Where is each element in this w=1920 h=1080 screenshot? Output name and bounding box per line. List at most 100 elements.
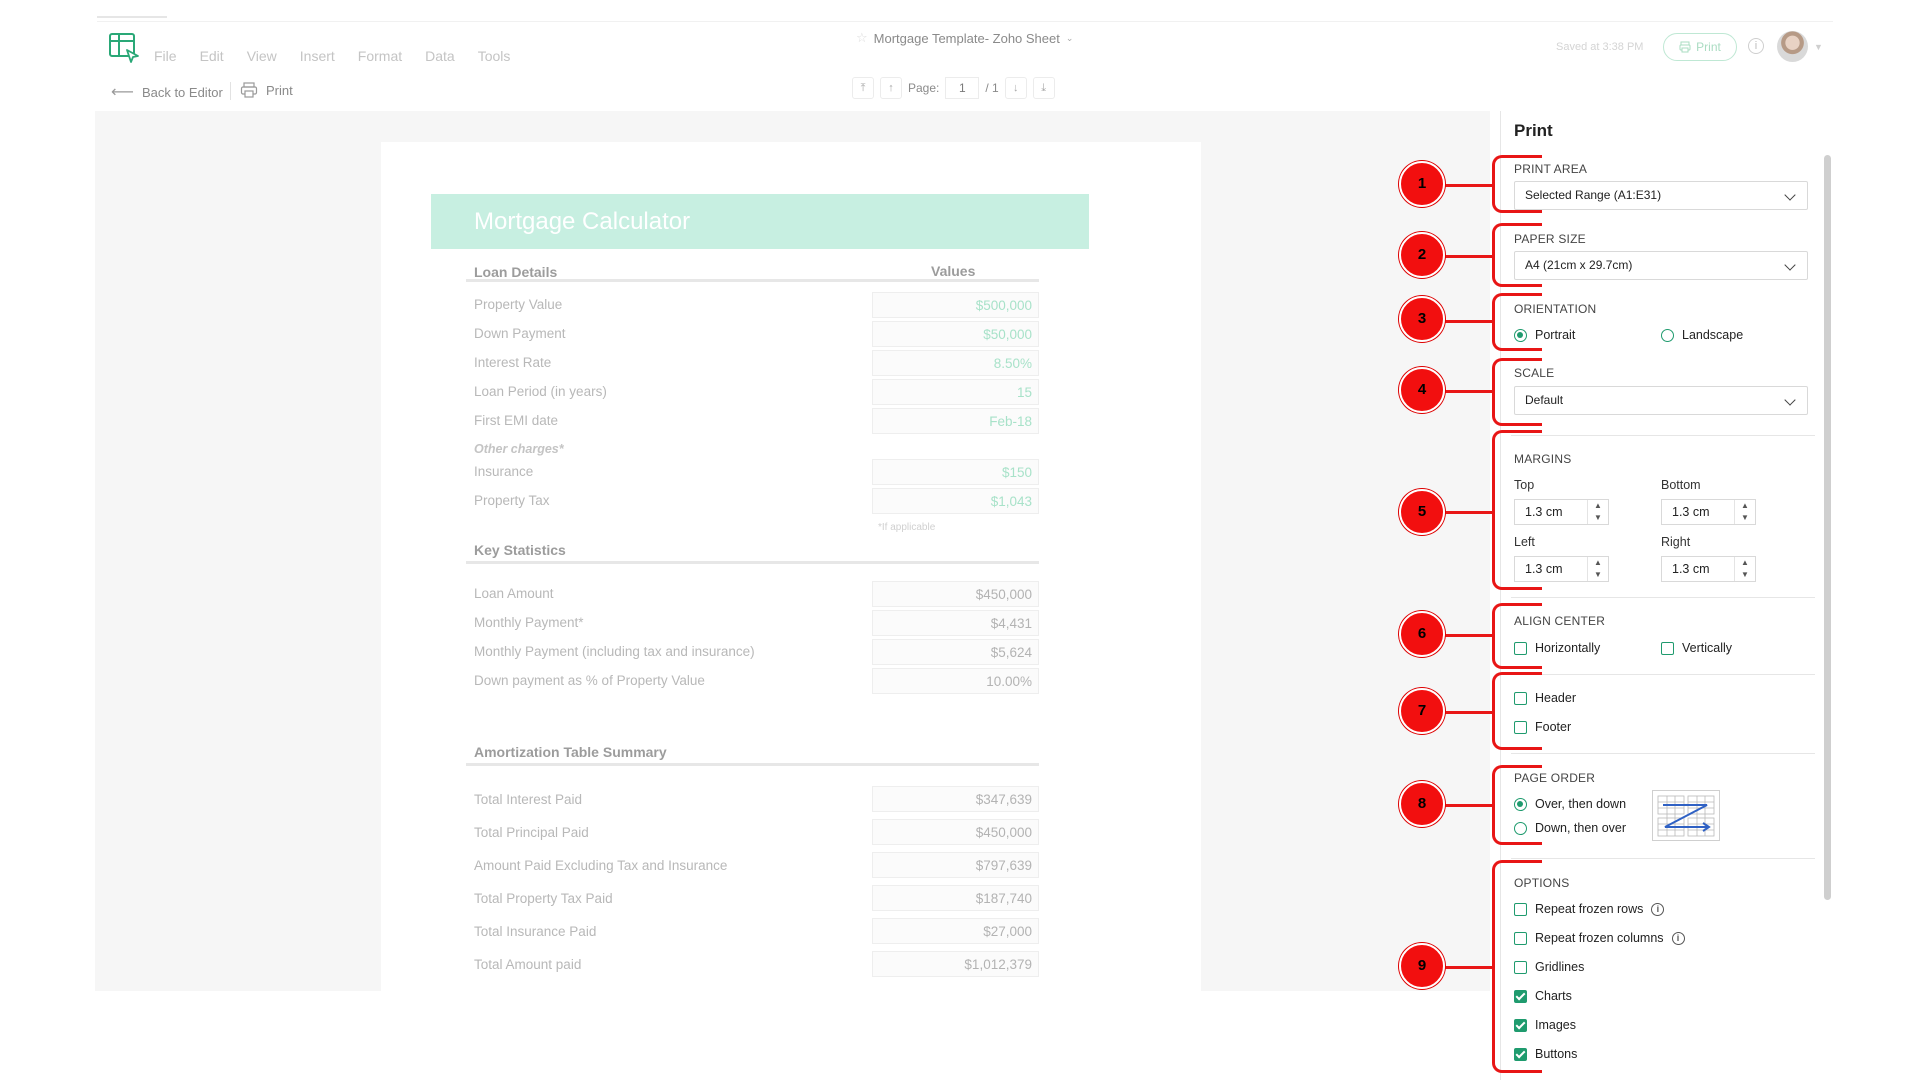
back-to-editor-link[interactable]: ⟵ Back to Editor — [111, 82, 223, 102]
back-to-editor-label: Back to Editor — [141, 84, 223, 100]
print-button-header[interactable]: Print — [1663, 33, 1737, 61]
panel-scrollbar[interactable] — [1824, 155, 1831, 900]
radio-selected-icon[interactable] — [1514, 328, 1527, 342]
panel-title: Print — [1514, 121, 1553, 140]
page-order-down-option[interactable]: Down, then over — [1514, 821, 1626, 835]
document-title[interactable]: ☆ Mortgage Template- Zoho Sheet ⌄ — [856, 30, 1073, 46]
paper-size-label: PAPER SIZE — [1514, 232, 1586, 246]
radio-icon[interactable] — [1661, 328, 1674, 342]
orientation-portrait-option[interactable]: Portrait — [1514, 328, 1575, 342]
chevron-down-icon[interactable]: ▼ — [1587, 512, 1608, 524]
info-icon[interactable]: i — [1671, 931, 1685, 945]
option-images[interactable]: Images — [1514, 1018, 1576, 1032]
chevron-up-icon[interactable]: ▲ — [1587, 557, 1608, 569]
row-value: 10.00% — [872, 668, 1039, 694]
menu-format[interactable]: Format — [357, 48, 403, 64]
annotation-bracket — [1492, 430, 1542, 590]
page-label: Page: — [908, 81, 940, 95]
checkbox-checked-icon[interactable] — [1514, 989, 1527, 1003]
row-label: Monthly Payment (including tax and insur… — [474, 644, 755, 659]
menu-edit[interactable]: Edit — [199, 48, 224, 64]
row-value: $27,000 — [872, 918, 1039, 944]
prev-page-icon[interactable]: ↑ — [880, 77, 902, 99]
checkbox-icon[interactable] — [1661, 641, 1674, 655]
annotation-bracket — [1492, 223, 1542, 287]
margin-left-label: Left — [1514, 535, 1535, 549]
radio-icon[interactable] — [1514, 821, 1527, 835]
radio-selected-icon[interactable] — [1514, 797, 1527, 811]
scale-select[interactable]: Default — [1514, 386, 1808, 415]
option-buttons[interactable]: Buttons — [1514, 1047, 1577, 1061]
checkbox-icon[interactable] — [1514, 902, 1527, 916]
checkbox-icon[interactable] — [1514, 931, 1527, 945]
last-page-icon[interactable]: ⤓ — [1032, 77, 1055, 99]
paper-size-select[interactable]: A4 (21cm x 29.7cm) — [1514, 251, 1808, 280]
row-label: Interest Rate — [474, 355, 552, 370]
row-label: Insurance — [474, 464, 534, 479]
section-separator — [1511, 753, 1815, 754]
info-icon[interactable]: i — [1651, 902, 1665, 916]
star-icon[interactable]: ☆ — [856, 30, 868, 45]
align-horizontally-option[interactable]: Horizontally — [1514, 641, 1600, 655]
option-label: Repeat frozen columns — [1535, 931, 1664, 945]
option-repeat-frozen-rows[interactable]: Repeat frozen rows i — [1514, 902, 1665, 916]
avatar[interactable] — [1777, 31, 1808, 62]
annotation-bracket — [1492, 603, 1542, 669]
menu-view[interactable]: View — [246, 48, 277, 64]
info-icon[interactable]: i — [1748, 38, 1764, 54]
chevron-up-icon[interactable]: ▲ — [1734, 500, 1755, 512]
sheet-title-banner: Mortgage Calculator — [431, 194, 1089, 249]
checkbox-checked-icon[interactable] — [1514, 1047, 1527, 1061]
menu-file[interactable]: File — [154, 48, 177, 64]
align-vertically-option[interactable]: Vertically — [1661, 641, 1732, 655]
header-option[interactable]: Header — [1514, 691, 1576, 705]
option-charts[interactable]: Charts — [1514, 989, 1572, 1003]
checkbox-icon[interactable] — [1514, 720, 1527, 734]
annotation-connector — [1443, 390, 1493, 393]
chevron-up-icon[interactable]: ▲ — [1734, 557, 1755, 569]
menu-tools[interactable]: Tools — [477, 48, 511, 64]
chevron-down-icon[interactable]: ⌄ — [1065, 32, 1074, 43]
printer-icon — [1679, 41, 1691, 53]
menu-insert[interactable]: Insert — [299, 48, 335, 64]
annotation-badge: 8 — [1399, 781, 1445, 827]
chevron-down-icon[interactable]: ▼ — [1734, 512, 1755, 524]
option-gridlines[interactable]: Gridlines — [1514, 960, 1584, 974]
orientation-label: ORIENTATION — [1514, 302, 1597, 316]
print-area-select[interactable]: Selected Range (A1:E31) — [1514, 181, 1808, 210]
paper-size-value: A4 (21cm x 29.7cm) — [1525, 258, 1633, 272]
margin-bottom-stepper[interactable]: 1.3 cm ▲ ▼ — [1661, 499, 1756, 525]
orientation-landscape-option[interactable]: Landscape — [1661, 328, 1743, 342]
first-page-icon[interactable]: ⤒ — [852, 77, 874, 99]
align-vertically-label: Vertically — [1682, 641, 1733, 655]
chevron-down-icon[interactable]: ▼ — [1587, 569, 1608, 581]
margin-top-stepper[interactable]: 1.3 cm ▲ ▼ — [1514, 499, 1609, 525]
chevron-up-icon[interactable]: ▲ — [1587, 500, 1608, 512]
page-number-input[interactable]: 1 — [945, 77, 980, 99]
margin-right-stepper[interactable]: 1.3 cm ▲ ▼ — [1661, 556, 1756, 582]
zoho-sheet-logo-icon[interactable] — [107, 30, 141, 64]
margin-left-stepper[interactable]: 1.3 cm ▲ ▼ — [1514, 556, 1609, 582]
page-order-preview-icon — [1652, 790, 1720, 841]
next-page-icon[interactable]: ↓ — [1004, 77, 1027, 99]
print-link[interactable]: Print — [240, 82, 293, 98]
chevron-down-icon[interactable]: ▼ — [1814, 42, 1823, 52]
option-label: Repeat frozen rows — [1535, 902, 1644, 916]
margin-top-value: 1.3 cm — [1525, 505, 1563, 519]
section-separator — [1511, 858, 1815, 859]
checkbox-icon[interactable] — [1514, 641, 1527, 655]
checkbox-icon[interactable] — [1514, 691, 1527, 705]
checkbox-checked-icon[interactable] — [1514, 1018, 1527, 1032]
page-order-down-label: Down, then over — [1535, 821, 1627, 835]
page-order-over-option[interactable]: Over, then down — [1514, 797, 1626, 811]
annotation-bracket — [1492, 765, 1542, 845]
top-border — [97, 21, 1833, 22]
section-divider — [466, 763, 1039, 766]
menu-data[interactable]: Data — [425, 48, 455, 64]
margin-bottom-value: 1.3 cm — [1672, 505, 1710, 519]
row-value: $1,012,379 — [872, 951, 1039, 977]
chevron-down-icon[interactable]: ▼ — [1734, 569, 1755, 581]
checkbox-icon[interactable] — [1514, 960, 1527, 974]
footer-option[interactable]: Footer — [1514, 720, 1571, 734]
option-repeat-frozen-columns[interactable]: Repeat frozen columns i — [1514, 931, 1685, 945]
